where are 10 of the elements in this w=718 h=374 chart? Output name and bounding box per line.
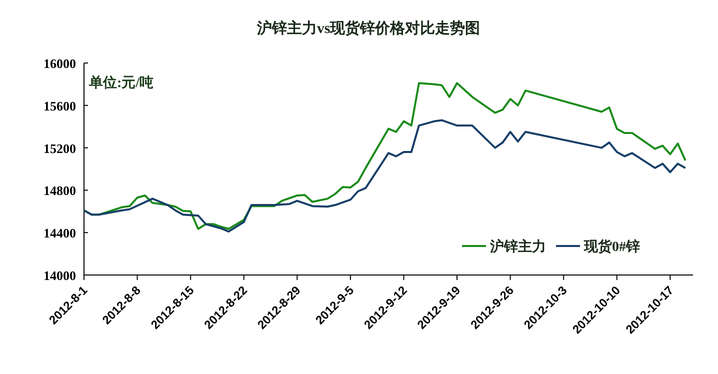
- legend-label: 沪锌主力: [489, 238, 546, 255]
- y-tick-label: 14400: [44, 226, 76, 241]
- y-tick-label: 15200: [44, 140, 76, 156]
- y-tick-label: 14000: [44, 268, 76, 283]
- y-tick-label: 14800: [44, 183, 76, 198]
- y-tick-label: 16000: [44, 56, 76, 71]
- chart-title: 沪锌主力vs现货锌价格对比走势图: [256, 19, 480, 37]
- y-tick-label: 15600: [44, 98, 76, 114]
- legend-label: 现货0#锌: [583, 239, 640, 255]
- annotation: 单位:元/吨: [88, 75, 154, 91]
